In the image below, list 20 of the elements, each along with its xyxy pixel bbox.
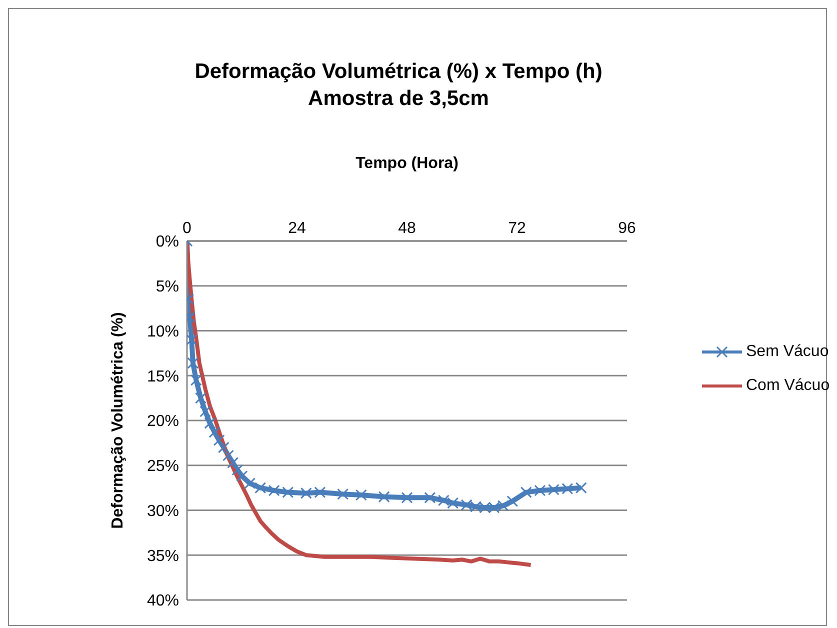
x-tick-label: 0 xyxy=(182,220,192,237)
x-tick-label: 72 xyxy=(508,220,526,237)
x-tick-label: 96 xyxy=(618,220,636,237)
y-axis-title: Deformação Volumétrica (%) xyxy=(110,312,127,529)
y-tick-label: 40% xyxy=(146,592,179,610)
legend-label: Sem Vácuo xyxy=(746,343,829,361)
x-tick-label: 24 xyxy=(288,220,306,237)
chart-title: Deformação Volumétrica (%) x Tempo (h) xyxy=(194,59,604,85)
y-tick-label: 15% xyxy=(146,368,179,386)
y-tick-label: 5% xyxy=(156,278,179,296)
y-tick-label: 0% xyxy=(156,234,179,251)
y-tick-label: 10% xyxy=(146,323,179,340)
y-tick-label: 20% xyxy=(146,413,179,430)
y-tick-label: 25% xyxy=(146,458,179,476)
y-tick-label: 35% xyxy=(146,548,179,565)
x-axis-title: Tempo (Hora) xyxy=(354,155,460,173)
y-tick-label: 30% xyxy=(146,502,179,520)
chart-subtitle: Amostra de 3,5cm xyxy=(307,86,490,112)
legend-label: Com Vácuo xyxy=(746,377,830,395)
x-tick-label: 48 xyxy=(398,220,416,237)
